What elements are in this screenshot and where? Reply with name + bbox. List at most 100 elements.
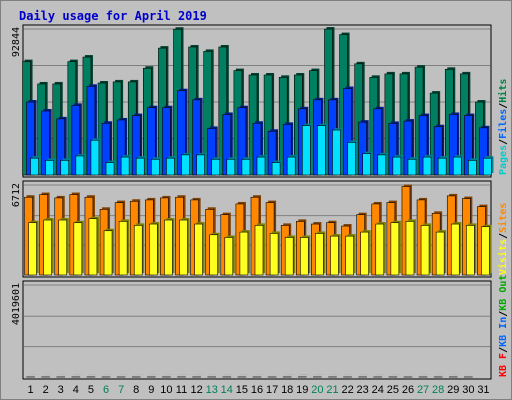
x-tick-label: 31 <box>477 384 489 396</box>
bar <box>28 222 37 276</box>
bar <box>75 155 85 176</box>
bar <box>239 231 249 276</box>
bar <box>360 231 369 276</box>
series-visits <box>28 216 492 276</box>
bar <box>345 235 354 276</box>
x-tick-label: 5 <box>88 384 94 396</box>
bar <box>90 139 100 176</box>
x-tick-label: 28 <box>432 384 444 396</box>
bar <box>405 221 415 276</box>
bar <box>407 158 417 176</box>
bar <box>317 125 326 176</box>
bar <box>73 222 83 276</box>
bar <box>466 225 475 276</box>
x-tick-label: 20 <box>311 384 323 396</box>
bar <box>58 219 68 276</box>
series-pages <box>30 123 494 176</box>
bar <box>390 222 400 276</box>
legend-bottom: KB F/KB In/KB Out <box>498 275 509 377</box>
x-tick-label: 7 <box>118 384 124 396</box>
bar <box>483 157 492 176</box>
legend-entry: Pages <box>498 145 509 175</box>
legend-entry: / <box>498 233 509 239</box>
bar <box>450 223 460 276</box>
bar <box>60 160 70 176</box>
bar <box>88 218 98 276</box>
bar <box>301 125 311 176</box>
x-axis-labels: 1 2 3 4 5 6 7 8 9 10 11 12 13 14 15 16 17 18 19 20 21 22 23 24 2… <box>27 384 489 396</box>
bar <box>422 156 432 176</box>
x-tick-label: 8 <box>133 384 139 396</box>
bar <box>271 162 281 176</box>
x-tick-label: 19 <box>296 384 308 396</box>
x-tick-label: 17 <box>266 384 278 396</box>
bar <box>420 225 430 276</box>
x-tick-label: 16 <box>251 384 263 396</box>
bar <box>347 142 356 176</box>
series-kb-f <box>26 374 475 378</box>
bar <box>211 158 221 176</box>
bar <box>196 154 205 176</box>
chart-panels: 92844Pages/Files/Hits6712Visits/Sites401… <box>11 24 509 380</box>
bar <box>209 234 219 276</box>
bar <box>179 219 188 276</box>
bar <box>392 156 402 176</box>
bar <box>437 157 447 176</box>
panel-frame <box>22 280 492 380</box>
legend-entry: Hits <box>497 79 509 103</box>
x-tick-label: 21 <box>326 384 338 396</box>
bar <box>194 223 203 276</box>
bar <box>166 157 175 176</box>
x-tick-label: 9 <box>148 384 154 396</box>
legend-entry: Files <box>497 109 509 139</box>
series-files <box>26 84 490 176</box>
x-tick-label: 23 <box>357 384 369 396</box>
x-tick-label: 25 <box>387 384 399 396</box>
legend-entry: KB F <box>498 353 509 377</box>
y-max-label: 92844 <box>11 27 22 57</box>
bar <box>269 233 279 276</box>
x-tick-label: 29 <box>447 384 459 396</box>
x-tick-label: 14 <box>221 384 233 396</box>
legend-entry: KB Out <box>498 275 509 311</box>
bar <box>375 223 385 276</box>
bar <box>254 225 264 276</box>
bar <box>435 231 445 276</box>
y-max-label: 4019601 <box>11 283 22 325</box>
x-tick-label: 1 <box>27 384 33 396</box>
bar <box>362 153 371 176</box>
x-tick-label: 30 <box>462 384 474 396</box>
bar <box>332 129 341 176</box>
bar <box>181 154 190 176</box>
bar <box>226 158 236 176</box>
bar <box>330 235 339 276</box>
x-tick-label: 3 <box>58 384 64 396</box>
legend-entry: / <box>498 139 509 145</box>
x-tick-label: 13 <box>206 384 218 396</box>
bar <box>452 156 462 176</box>
bar <box>468 160 477 176</box>
bar <box>43 219 52 276</box>
bar <box>164 219 173 276</box>
bar <box>135 157 145 176</box>
bar <box>151 158 160 176</box>
x-tick-label: 4 <box>73 384 79 396</box>
x-tick-label: 27 <box>417 384 429 396</box>
bar <box>118 221 128 276</box>
legend-entry: / <box>498 347 509 353</box>
bar <box>241 158 251 176</box>
legend-entry: KB In <box>498 317 509 347</box>
x-tick-label: 26 <box>402 384 414 396</box>
bar <box>284 237 294 276</box>
legend-entry: / <box>498 103 509 109</box>
bar <box>315 233 324 276</box>
legend-middle: Visits/Sites <box>497 203 509 275</box>
bar <box>103 230 113 276</box>
bar <box>45 160 54 176</box>
bar <box>299 237 309 276</box>
legend-entry: / <box>498 311 509 317</box>
